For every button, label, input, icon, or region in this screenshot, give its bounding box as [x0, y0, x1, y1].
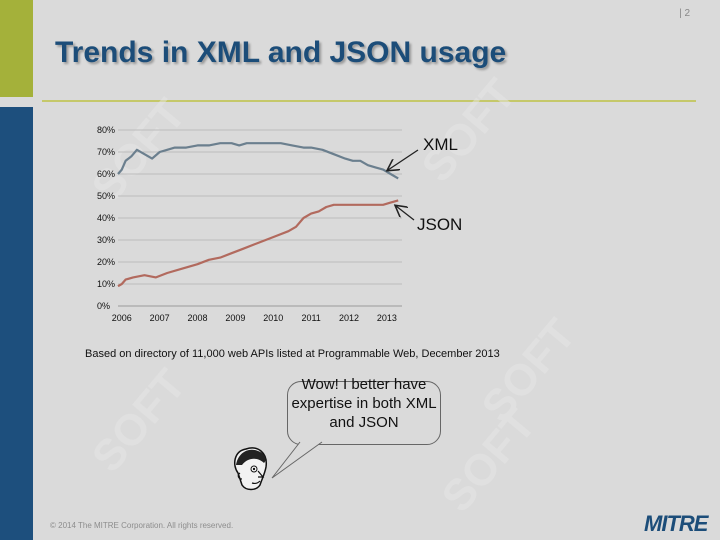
y-tick-label: 30%	[97, 235, 115, 245]
x-tick-label: 2010	[263, 313, 283, 323]
x-tick-label: 2011	[301, 313, 320, 323]
x-tick-label: 2008	[188, 313, 208, 323]
x-tick-label: 2006	[112, 313, 132, 323]
cartoon-face-icon	[233, 447, 267, 491]
series-line-xml	[117, 142, 399, 180]
title-divider	[42, 100, 696, 102]
y-axis-labels: 80% 70% 60% 50% 40% 30% 20% 10% 0%	[97, 125, 115, 311]
y-tick-label: 0%	[97, 301, 110, 311]
x-tick-label: 2009	[225, 313, 245, 323]
y-tick-label: 40%	[97, 213, 115, 223]
y-tick-label: 50%	[97, 191, 115, 201]
x-axis-labels: 2006 2007 2008 2009 2010 2011 2012 2013	[112, 313, 397, 323]
json-arrow	[396, 206, 415, 221]
mitre-logo: MITRE	[644, 511, 708, 536]
speech-bubble-text: Wow! I better have expertise in both XML…	[291, 376, 437, 431]
source-note: Based on directory of 11,000 web APIs li…	[85, 348, 500, 360]
slide-title: Trends in XML and JSON usage	[55, 36, 507, 69]
y-tick-label: 20%	[97, 257, 115, 267]
x-tick-label: 2012	[339, 313, 359, 323]
slide-number: | 2	[679, 8, 690, 19]
left-accent-bar	[0, 0, 33, 97]
copyright: © 2014 The MITRE Corporation. All rights…	[50, 521, 234, 530]
json-annotation: JSON	[417, 215, 462, 234]
xml-annotation: XML	[423, 135, 458, 154]
series-line-json	[117, 199, 399, 288]
chart-gridlines	[118, 129, 402, 307]
y-tick-label: 60%	[97, 169, 115, 179]
chart-series	[117, 142, 399, 288]
y-tick-label: 10%	[97, 279, 115, 289]
speech-bubble	[287, 381, 441, 445]
y-tick-label: 80%	[97, 125, 115, 135]
left-brand-bar	[0, 107, 33, 540]
y-tick-label: 70%	[97, 147, 115, 157]
x-tick-label: 2007	[150, 313, 170, 323]
x-tick-label: 2013	[377, 313, 397, 323]
xml-arrow	[388, 149, 419, 170]
